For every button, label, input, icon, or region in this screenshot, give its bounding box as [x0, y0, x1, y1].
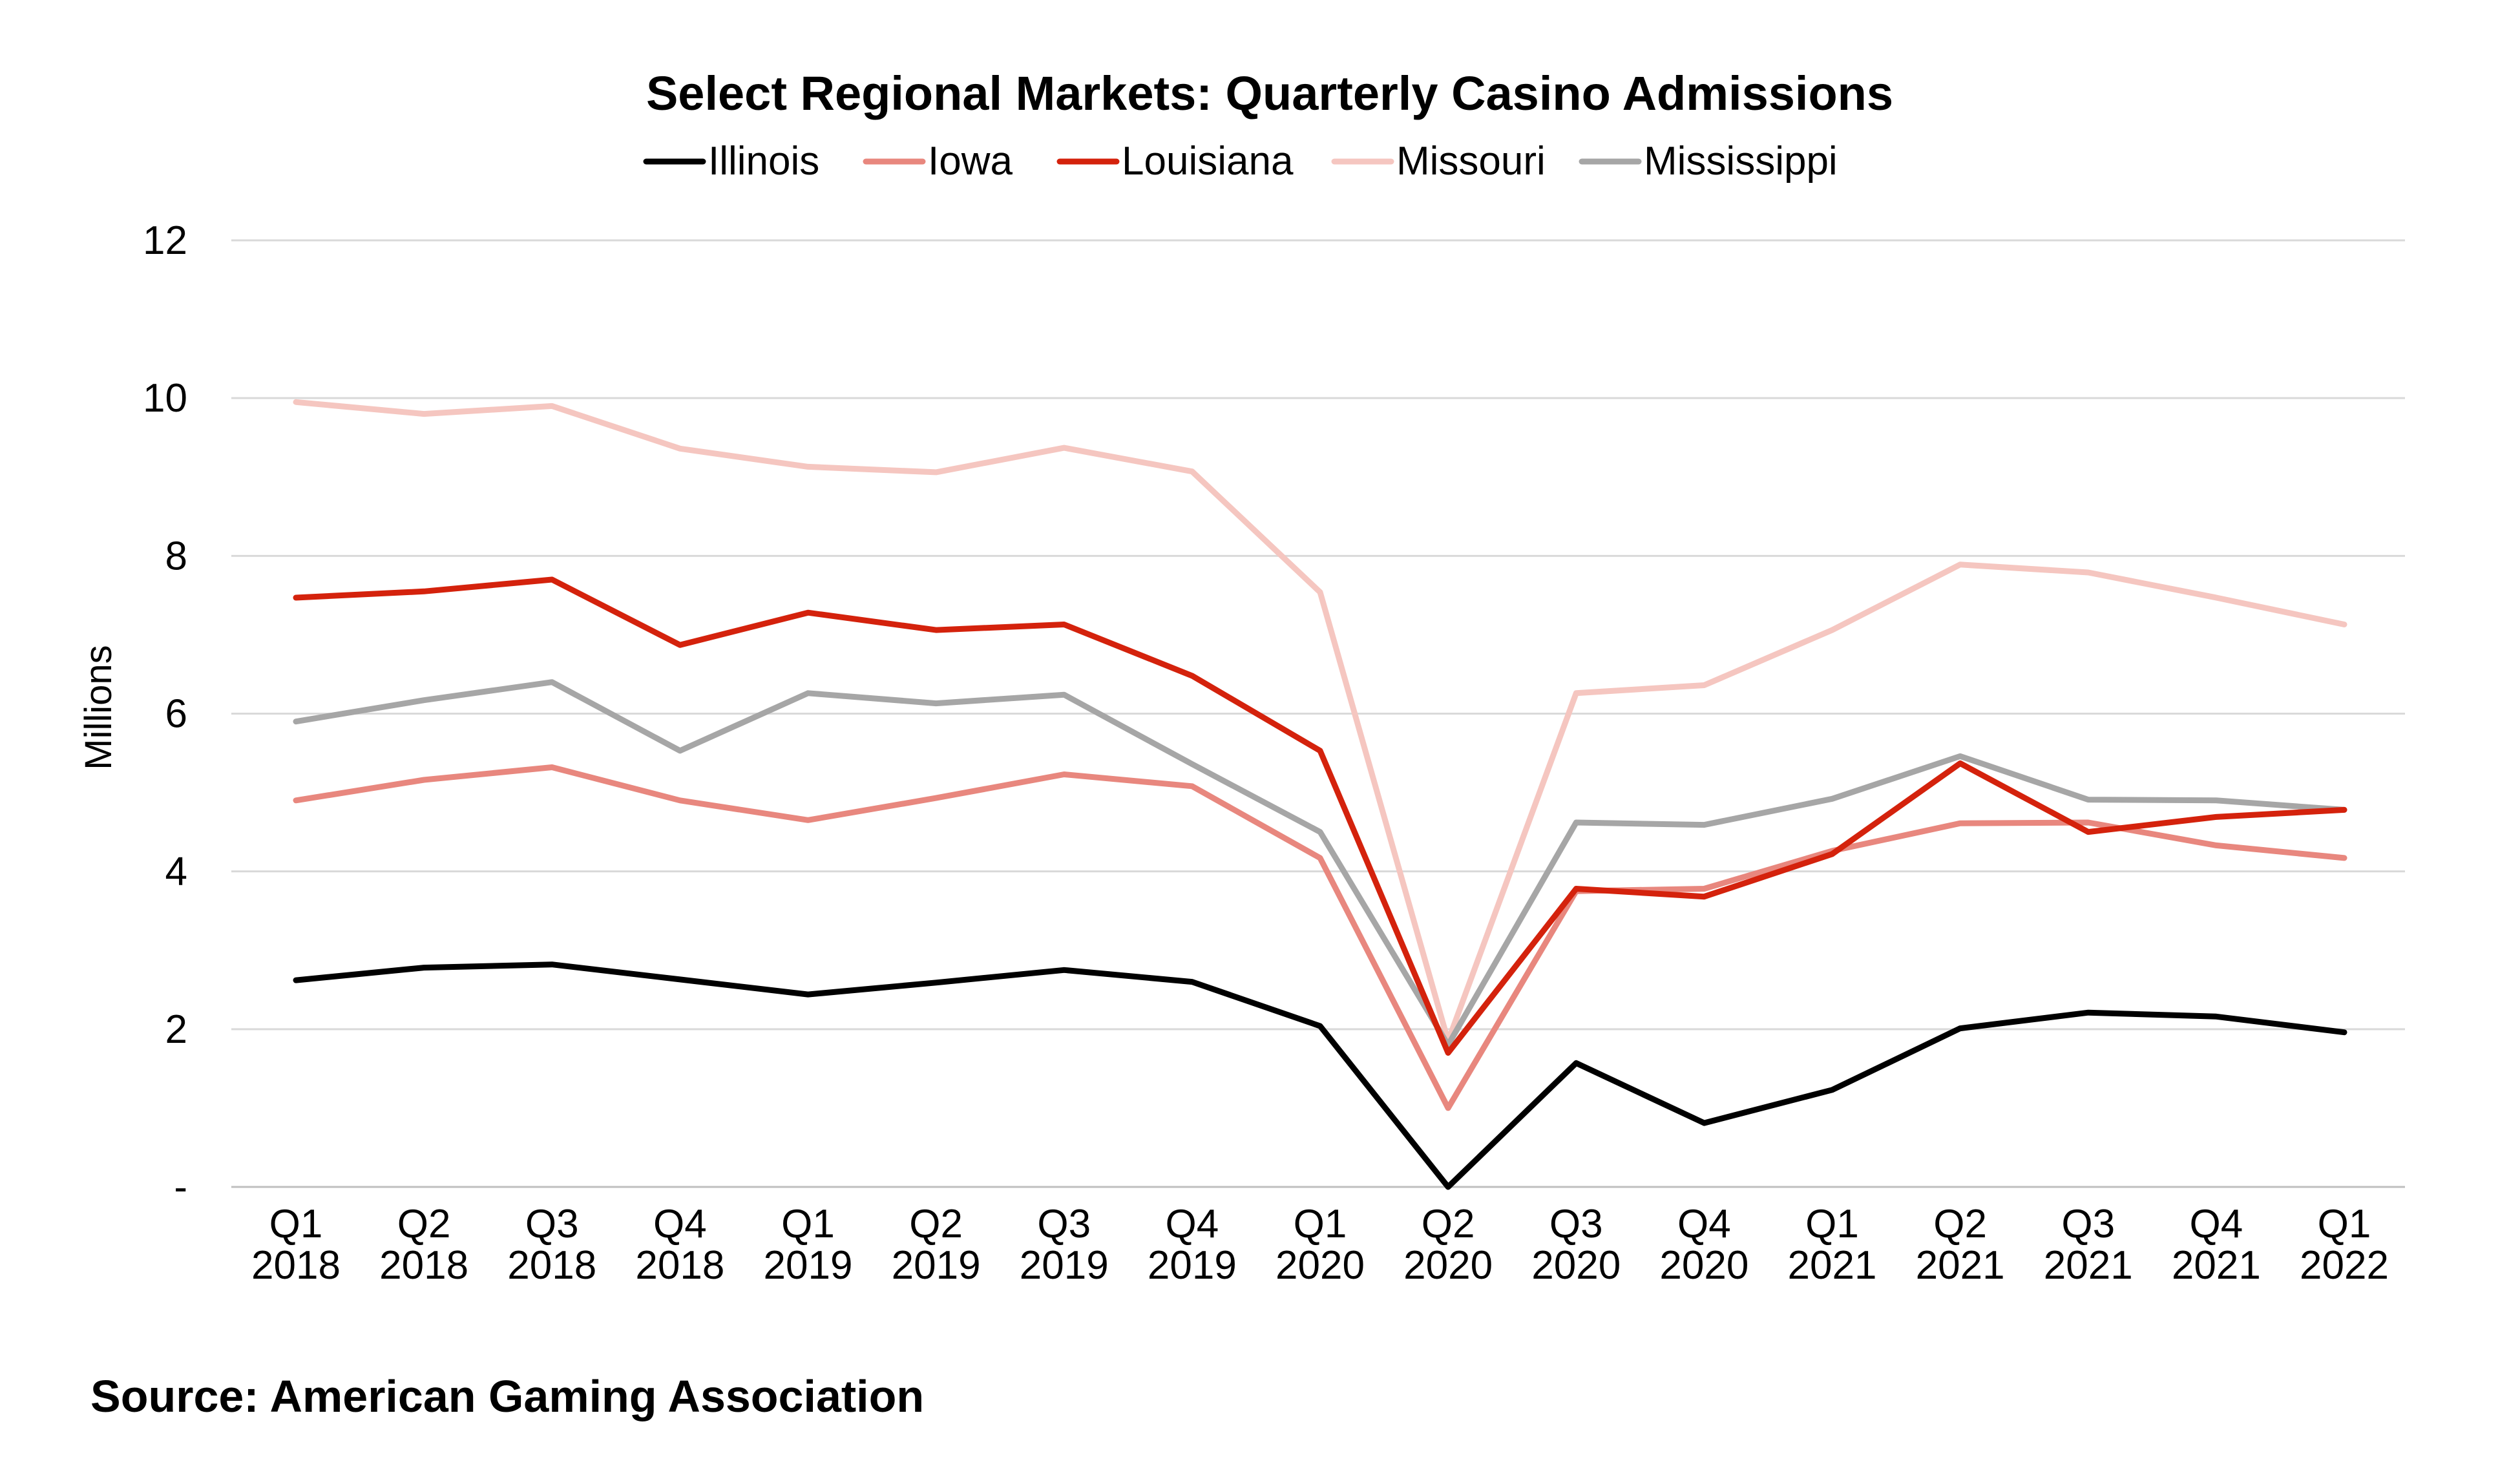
x-tick-label: Q4 2020 [1659, 1202, 1748, 1288]
x-tick-label: Q1 2018 [251, 1202, 341, 1288]
x-tick-label: Q4 2021 [2172, 1202, 2261, 1288]
y-tick-label: 6 [165, 692, 187, 737]
x-tick-label: Q3 2021 [2044, 1202, 2133, 1288]
legend-label-iowa: Iowa [928, 139, 1013, 183]
x-tick-label: Q1 2021 [1788, 1202, 1877, 1288]
x-tick-label: Q1 2020 [1276, 1202, 1365, 1288]
legend: Illinois Iowa Louisiana Missouri Mississippi [643, 139, 1838, 183]
y-tick-label: 12 [143, 218, 187, 263]
x-tick-label: Q3 2019 [1020, 1202, 1109, 1288]
chart-title: Select Regional Markets: Quarterly Casin… [646, 67, 1893, 120]
x-tick-label: Q3 2018 [507, 1202, 596, 1288]
legend-label-illinois: Illinois [708, 139, 819, 183]
y-axis-label: Millions [78, 645, 120, 770]
series-line-missouri [293, 399, 2347, 1044]
y-tick-label: 2 [165, 1007, 187, 1052]
y-tick-label: 4 [165, 850, 187, 894]
legend-label-mississippi: Mississippi [1644, 139, 1838, 183]
gridlines [231, 239, 2405, 1031]
x-tick-label: Q1 2022 [2300, 1202, 2389, 1288]
legend-label-louisiana: Louisiana [1122, 139, 1294, 183]
series-line-iowa [293, 764, 2347, 1111]
legend-label-missouri: Missouri [1396, 139, 1546, 183]
x-tick-label: Q2 2020 [1403, 1202, 1493, 1288]
series-line-louisiana [293, 576, 2347, 1056]
x-axis-ticks: Q1 2018 Q2 2018 Q3 2018 Q4 2018 Q1 2019 Q2 2019 Q3 20… [251, 1202, 2389, 1288]
y-axis-ticks: - 2 4 6 8 10 12 [143, 218, 187, 1210]
x-tick-label: Q2 2021 [1916, 1202, 2005, 1288]
series-lines [293, 399, 2347, 1190]
source-note: Source: American Gaming Association [90, 1371, 924, 1421]
y-tick-label: 8 [165, 534, 187, 578]
x-tick-label: Q4 2018 [635, 1202, 724, 1288]
x-tick-label: Q2 2019 [892, 1202, 981, 1288]
x-tick-label: Q4 2019 [1148, 1202, 1237, 1288]
series-line-mississippi [293, 679, 2347, 1048]
y-tick-label: - [174, 1165, 187, 1210]
series-line-illinois [293, 961, 2347, 1190]
x-tick-label: Q2 2018 [379, 1202, 468, 1288]
x-tick-label: Q1 2019 [764, 1202, 853, 1288]
y-tick-label: 10 [143, 376, 187, 421]
x-tick-label: Q3 2020 [1531, 1202, 1621, 1288]
